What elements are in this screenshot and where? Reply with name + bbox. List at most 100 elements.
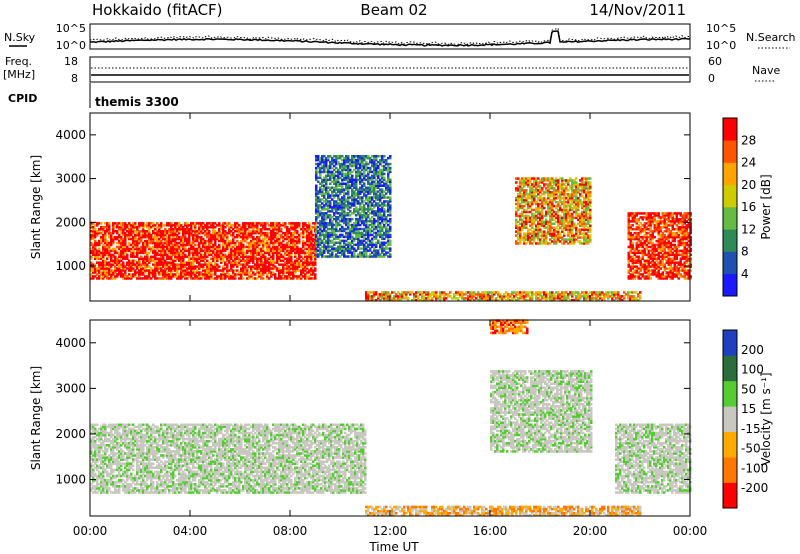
data-cell [264,255,267,258]
data-cell [174,230,177,233]
data-cell [170,243,173,247]
data-cell [276,231,279,235]
data-cell [312,245,315,249]
data-cell [194,239,197,243]
data-cell [196,243,199,247]
data-cell [282,269,285,272]
data-cell [250,235,253,239]
data-cell [104,273,107,276]
data-cell [204,245,207,249]
data-cell [186,222,189,225]
data-cell [150,241,153,245]
data-cell [631,255,634,258]
data-cell [180,255,183,258]
data-cell [206,226,209,229]
data-cell [226,275,229,278]
data-cell [174,265,177,268]
data-cell [154,228,157,231]
data-cell [152,249,155,253]
data-cell [114,257,117,260]
data-cell [174,245,177,249]
data-cell [629,247,632,251]
data-cell [310,249,313,253]
data-cell [90,263,93,266]
data-cell [294,247,297,251]
data-cell [308,235,311,239]
data-cell [214,231,217,235]
data-cell [230,275,233,278]
data-cell [274,261,277,264]
data-cell [264,257,267,260]
data-cell [246,224,249,227]
data-cell [304,253,307,257]
data-cell [168,265,171,268]
data-cell [184,247,187,251]
data-cell [298,277,301,280]
data-cell [156,251,159,255]
data-cell [164,231,167,235]
data-cell [280,230,283,233]
data-cell [589,191,592,194]
data-cell [150,237,153,241]
data-cell [214,235,217,239]
data-cell [192,222,195,225]
data-cell [138,263,141,266]
data-cell [224,230,227,233]
data-cell [312,237,315,241]
data-cell [276,237,279,241]
data-cell [306,226,309,229]
data-cell [284,253,287,257]
data-cell [256,245,259,249]
data-cell [222,241,225,245]
data-cell [160,249,163,253]
data-cell [224,255,227,258]
data-cell [240,255,243,258]
data-cell [210,273,213,276]
data-cell [314,222,317,225]
data-cell [146,251,149,255]
data-cell [168,249,171,253]
data-cell [108,271,111,274]
data-cell [208,241,211,245]
data-cell [92,249,95,253]
data-cell [166,239,169,243]
nave-tick-top: 60 [708,55,722,68]
data-cell [240,263,243,266]
data-cell [144,249,147,253]
data-cell [186,273,189,276]
data-cell [108,265,111,268]
data-cell [126,257,129,260]
data-cell [142,222,145,225]
data-cell [170,245,173,249]
data-cell [228,261,231,264]
data-cell [244,239,247,243]
data-cell [629,275,632,278]
data-cell [312,226,315,229]
data-cell [184,269,187,272]
data-cell [200,263,203,266]
data-cell [256,231,259,235]
data-cell [214,265,217,268]
data-cell [172,237,175,241]
data-cell [96,269,99,272]
data-cell [98,249,101,253]
noise-panel: N.Sky 10^5 10^0 10^5 10^0 N.Search [4,22,796,52]
data-cell [122,273,125,276]
data-cell [92,277,95,280]
data-cell [106,239,109,243]
data-cell [152,271,155,274]
data-cell [188,251,191,255]
data-cell [122,267,125,270]
data-cell [284,271,287,274]
data-cell [240,253,243,257]
data-cell [94,275,97,278]
data-cell [142,235,145,239]
data-cell [148,277,151,280]
data-cell [146,224,149,227]
data-cell [150,277,153,280]
data-cell [216,224,219,227]
data-cell [286,267,289,270]
data-cell [270,251,273,255]
data-cell [110,265,113,268]
data-cell [164,233,167,237]
